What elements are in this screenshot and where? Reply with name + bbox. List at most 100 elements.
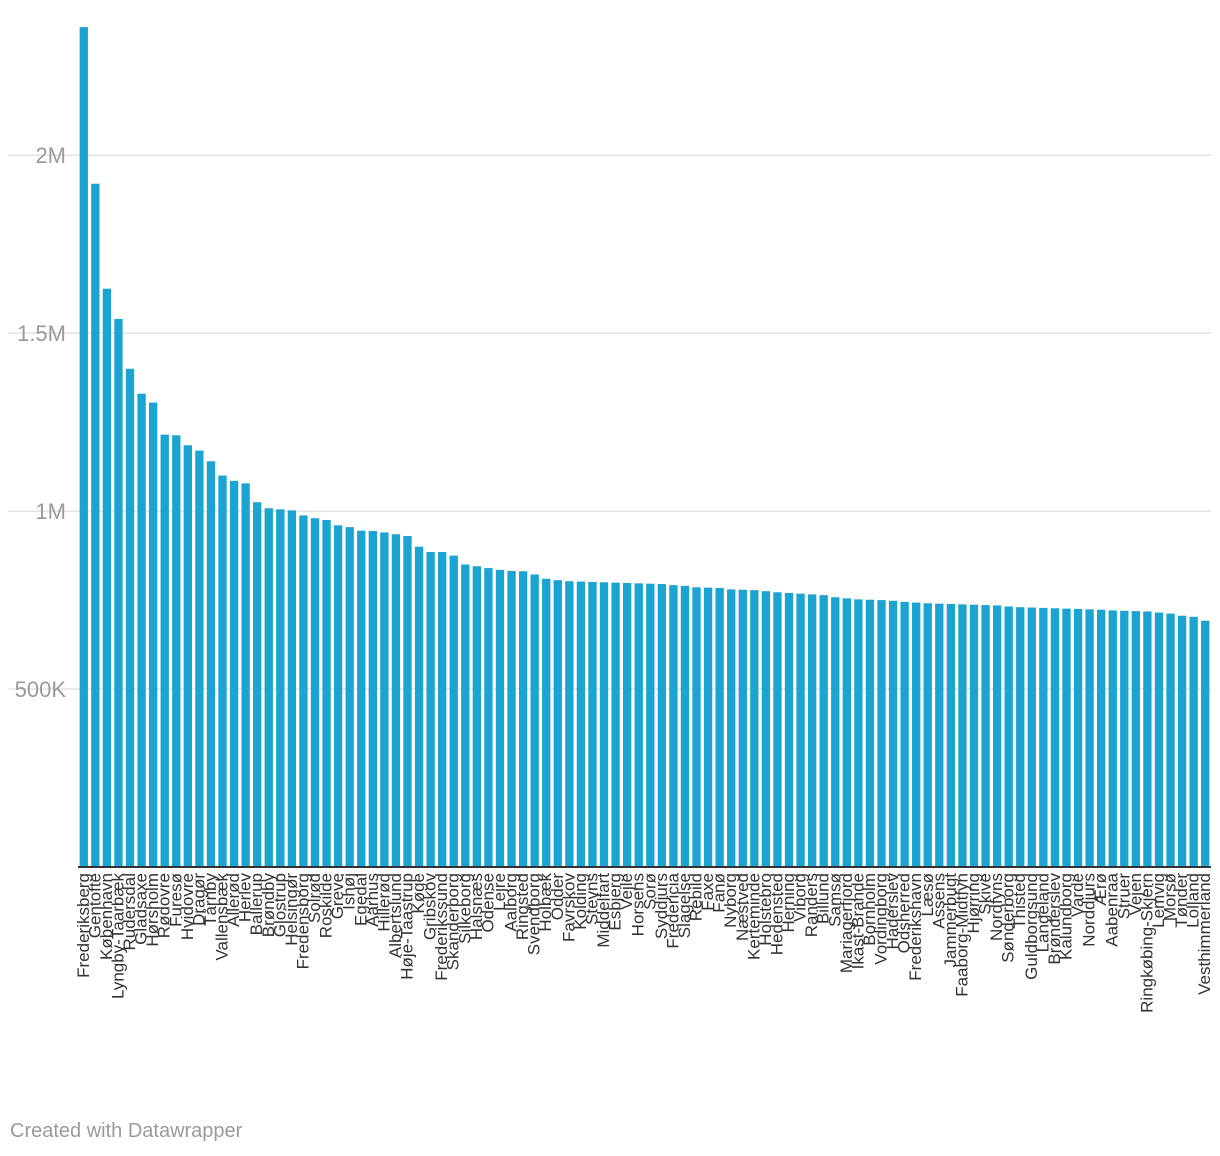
x-tick-label: Assens [929,873,948,929]
bar [703,587,713,867]
bar [368,531,377,867]
x-tick-label: Sønderborg [999,873,1018,963]
bar [796,593,805,867]
x-tick-label: Holstebro [756,873,775,946]
y-axis: 500K 1M 1.5M 2M [15,143,67,702]
y-tick-label: 500K [15,677,67,702]
x-tick-label: Frederiksberg [74,873,93,978]
x-tick-label: Slagelse [675,873,694,938]
x-tick-label: Skanderborg [444,873,463,970]
bar [484,568,493,867]
bar [599,582,609,867]
bar [414,546,424,867]
bar [1016,607,1025,867]
y-tick-label: 1.5M [17,321,66,346]
x-tick-label: Lyngby-Taarbæk [108,873,127,999]
x-tick-label: Tønder [1172,873,1191,928]
bar [1189,616,1198,867]
bar [438,552,447,867]
bar [865,599,875,867]
x-tick-label: Varde [1068,873,1087,917]
x-tick-label: Solrød [305,873,324,923]
bar [276,509,285,867]
bars [79,27,1210,868]
bar [576,581,586,867]
bar [542,578,551,867]
x-tick-label: Lejre [490,873,509,911]
bar [1131,611,1141,867]
x-tick-label: Køge [409,873,428,914]
bar [1050,608,1060,867]
bar [1154,612,1164,867]
bar [91,183,100,867]
x-tick-label: Norddjurs [1080,873,1099,947]
x-tick-label: Hvidovre [178,873,197,940]
x-tick-label: København [97,873,116,960]
bar [449,555,458,867]
x-tick-label: Odsherred [895,873,914,953]
x-tick-label: Høje-Taastrup [397,873,416,980]
x-tick-label: Thisted [1010,873,1029,929]
x-tick-label: Vejen [1126,873,1145,916]
x-tick-label: Randers [802,873,821,937]
x-tick-label: Langeland [1033,873,1052,952]
x-tick-label: Syddjurs [652,873,671,939]
x-tick-label: Mariagerfjord [837,873,856,973]
x-tick-label: Gentofte [85,873,104,938]
x-tick-label: Rudersdal [120,873,139,951]
x-tick-label: Vallensbæk [213,873,232,961]
bar [842,598,851,867]
x-tick-label: Egedal [351,873,370,926]
bar [669,585,678,867]
bar [738,589,747,867]
x-tick-label: Silkeborg [455,873,474,944]
bar [299,515,308,867]
x-tick-label: Helsingør [282,873,301,946]
x-tick-label: Rødovre [155,873,174,938]
bar [588,581,597,867]
x-tick-label: Vejle [617,873,636,910]
bar [172,435,181,867]
x-tick-label: Kolding [571,873,590,930]
x-tick-label: Herning [779,873,798,933]
x-tick-label: Morsø [1161,873,1180,921]
bar [623,583,632,867]
bar-chart: 500K 1M 1.5M 2M FrederiksbergGentofteKøbenh… [8,27,1214,1013]
x-tick-label: Guldborgsund [1022,873,1041,980]
bar [1004,606,1013,867]
x-tick-label: Struer [1114,873,1133,920]
x-tick-label: Aabenraa [1103,872,1122,946]
bar [125,368,135,867]
x-tick-label: Fanø [710,873,729,913]
x-tick-label: Faaborg-Midtfyn [952,873,971,997]
bar [218,475,227,867]
bar [888,600,898,867]
bar [391,534,401,867]
bar [1062,608,1071,867]
x-tick-label: Næstved [733,873,752,941]
bar [380,532,389,867]
x-tick-label: Nordfyns [987,873,1006,941]
bar [1108,610,1117,867]
bar [819,595,828,867]
bar [264,508,273,867]
x-tick-label: Esbjerg [606,873,625,931]
x-tick-label: Billund [814,873,833,924]
bar [565,581,574,867]
x-tick-label: Glostrup [270,873,289,937]
x-axis: FrederiksbergGentofteKøbenhavnLyngby-Taa… [74,872,1214,1012]
credit-note: Created with Datawrapper [10,1120,243,1142]
bar [958,604,967,867]
bar [553,580,562,867]
bar [877,600,886,867]
x-tick-label: Sorø [640,873,659,910]
bar [1027,607,1036,867]
bar [1177,615,1187,867]
bar [807,594,817,867]
x-tick-label: Faxe [698,873,717,911]
x-tick-label: Frederikssund [432,873,451,981]
bar [357,530,366,867]
y-tick-label: 1M [35,499,66,524]
x-tick-label: Kalundborg [1056,873,1075,960]
x-tick-label: Viborg [791,873,810,922]
